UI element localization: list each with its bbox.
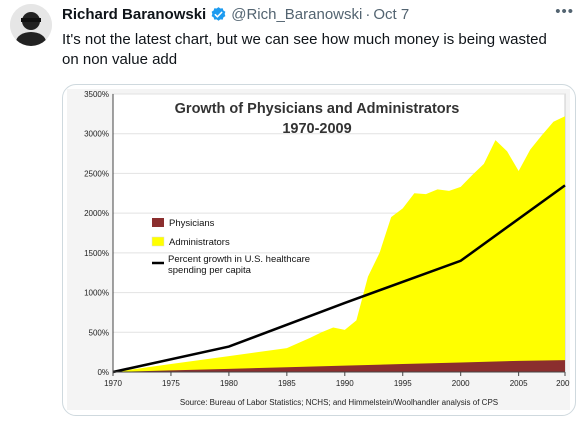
legend-label-spending: Percent growth in U.S. healthcare spendi…	[168, 254, 311, 276]
x-tick-label: 1990	[336, 379, 354, 388]
administrators-area	[113, 116, 565, 373]
verified-badge-icon	[210, 6, 227, 23]
x-tick-label: 2000	[452, 379, 470, 388]
tweet-media-card[interactable]: 0% 500% 1000% 1500% 2000% 2500% 3000% 3500% 1970…	[62, 84, 576, 416]
y-tick-label: 3500%	[84, 90, 109, 99]
y-tick-label: 2000%	[84, 209, 109, 218]
y-tick-label: 500%	[89, 328, 109, 337]
y-tick-label: 1000%	[84, 289, 109, 298]
chart-legend: Physicians Administrators Percent growth…	[151, 218, 311, 276]
more-horizontal-icon[interactable]: •••	[555, 3, 574, 20]
x-tick-label: 2009	[556, 379, 570, 388]
legend-label-physicians: Physicians	[169, 218, 215, 229]
x-tick-label: 1970	[104, 379, 122, 388]
chart-subtitle: 1970-2009	[282, 121, 351, 137]
x-tick-label: 1975	[162, 379, 180, 388]
chart-source: Source: Bureau of Labor Statistics; NCHS…	[180, 398, 498, 407]
x-tick-label: 1995	[394, 379, 412, 388]
physicians-area	[113, 360, 565, 372]
chart-svg: 0% 500% 1000% 1500% 2000% 2500% 3000% 3500% 1970…	[67, 89, 574, 410]
avatar-image	[10, 4, 52, 46]
y-tick-label: 1500%	[84, 249, 109, 258]
author-name[interactable]: Richard Baranowski	[62, 5, 207, 23]
legend-swatch-administrators	[151, 236, 165, 247]
tweet-header: Richard Baranowski @Rich_Baranowski · Oc…	[62, 3, 574, 25]
y-tick-label: 3000%	[84, 130, 109, 139]
x-tick-label: 2005	[510, 379, 528, 388]
chart-title: Growth of Physicians and Administrators	[175, 101, 460, 117]
author-handle[interactable]: @Rich_Baranowski	[231, 5, 363, 23]
legend-label-spending-wrap: Percent growth in U.S. healthcare spendi…	[168, 254, 311, 276]
chart-image: 0% 500% 1000% 1500% 2000% 2500% 3000% 3500% 1970…	[67, 89, 574, 410]
x-tick-label: 1985	[278, 379, 296, 388]
y-tick-label: 2500%	[84, 169, 109, 178]
legend-label-administrators: Administrators	[169, 237, 230, 248]
tweet-date[interactable]: Oct 7	[373, 5, 410, 23]
x-tick-label: 1980	[220, 379, 238, 388]
tweet-text: It's not the latest chart, but we can se…	[62, 31, 547, 68]
separator-dot: ·	[365, 5, 371, 23]
avatar[interactable]	[10, 4, 52, 46]
legend-swatch-physicians	[152, 218, 164, 227]
y-tick-label: 0%	[97, 368, 109, 377]
